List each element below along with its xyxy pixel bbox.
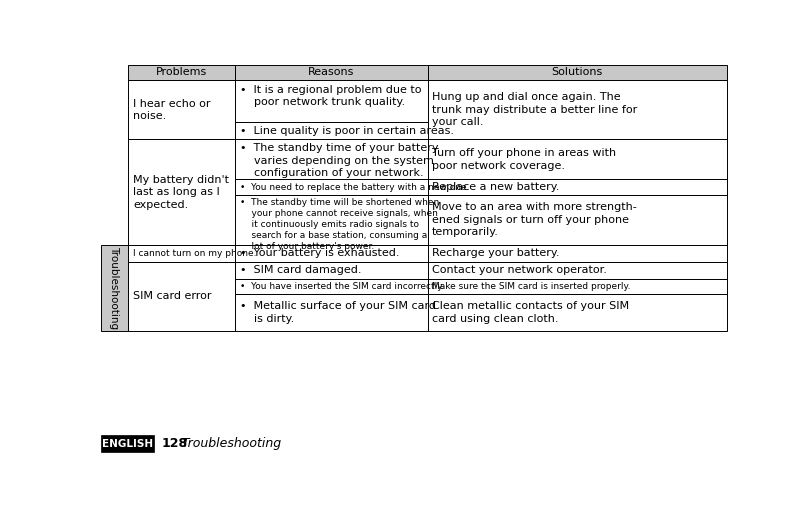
Text: •  Metallic surface of your SIM card
    is dirty.: • Metallic surface of your SIM card is d… [240,302,436,324]
Bar [101,245,128,331]
Text: ENGLISH: ENGLISH [102,438,153,449]
Bar [428,279,727,294]
Text: Recharge your battery.: Recharge your battery. [433,249,560,258]
Text: •  You need to replace the battery with a new one.: • You need to replace the battery with a… [240,183,470,192]
Text: Troubleshooting: Troubleshooting [109,246,119,330]
Bar [236,80,428,122]
Text: Clean metallic contacts of your SIM
card using clean cloth.: Clean metallic contacts of your SIM card… [433,302,629,324]
Text: •  The standby time will be shortened when
    your phone cannot receive signals: • The standby time will be shortened whe… [240,198,439,251]
Text: SIM card error: SIM card error [133,292,211,302]
Bar [128,139,236,245]
Text: Contact your network operator.: Contact your network operator. [433,265,607,275]
Bar [428,179,727,195]
Text: Reasons: Reasons [309,68,355,77]
Text: My battery didn't
last as long as I
expected.: My battery didn't last as long as I expe… [133,175,229,210]
Bar [128,245,236,262]
Text: Solutions: Solutions [552,68,603,77]
Bar [128,262,236,331]
Bar [236,139,428,179]
Bar [101,435,154,452]
Text: Turn off your phone in areas with
poor network coverage.: Turn off your phone in areas with poor n… [433,148,616,171]
Text: I hear echo or
noise.: I hear echo or noise. [133,99,211,121]
Text: •  It is a regional problem due to
    poor network trunk quality.: • It is a regional problem due to poor n… [240,85,421,107]
Bar [236,122,428,139]
Bar [428,245,727,262]
Bar [128,64,236,80]
Bar [236,179,428,195]
Text: •  Line quality is poor in certain areas.: • Line quality is poor in certain areas. [240,126,454,136]
Bar [428,139,727,179]
Bar [236,64,428,80]
Bar [128,80,236,139]
Text: •  SIM card damaged.: • SIM card damaged. [240,265,361,275]
Text: Make sure the SIM card is inserted properly.: Make sure the SIM card is inserted prope… [433,282,631,291]
Text: Troubleshooting: Troubleshooting [181,437,281,450]
Bar [101,435,729,458]
Bar [428,294,727,331]
Text: I cannot turn on my phone.: I cannot turn on my phone. [133,249,257,258]
Bar [428,262,727,279]
Text: •  The standby time of your battery
    varies depending on the system
    confi: • The standby time of your battery varie… [240,143,438,178]
Bar [236,195,428,245]
Text: Problems: Problems [156,68,207,77]
Text: •  Your battery is exhausted.: • Your battery is exhausted. [240,249,399,258]
Text: Move to an area with more strength-
ened signals or turn off your phone
temporar: Move to an area with more strength- ened… [433,202,637,237]
Bar [236,262,428,279]
Text: •  You have inserted the SIM card incorrectly.: • You have inserted the SIM card incorre… [240,282,444,291]
Bar [236,245,428,262]
Bar [428,80,727,139]
Text: Replace a new battery.: Replace a new battery. [433,182,560,192]
Bar [428,195,727,245]
Bar [236,294,428,331]
Bar [236,279,428,294]
Bar [428,64,727,80]
Text: 128: 128 [162,437,188,450]
Text: Hung up and dial once again. The
trunk may distribute a better line for
your cal: Hung up and dial once again. The trunk m… [433,93,637,127]
